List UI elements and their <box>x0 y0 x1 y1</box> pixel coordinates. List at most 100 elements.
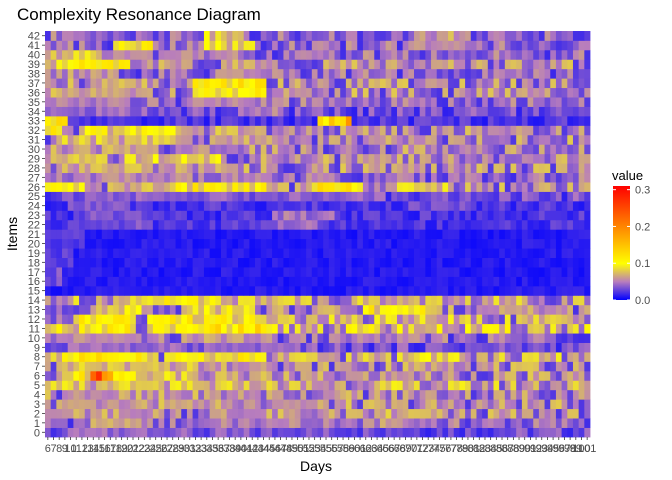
heat-cell <box>436 323 443 334</box>
heat-cell <box>504 361 511 372</box>
heat-cell <box>317 144 324 155</box>
heat-cell <box>124 295 131 306</box>
heat-cell <box>90 219 97 230</box>
heat-cell <box>357 134 364 145</box>
heat-cell <box>164 257 171 268</box>
heat-cell <box>45 59 52 70</box>
heat-cell <box>300 191 307 202</box>
heat-cell <box>124 370 131 381</box>
heat-cell <box>186 125 194 136</box>
heat-cell <box>249 238 256 249</box>
heat-cell <box>340 49 347 60</box>
heat-cell <box>135 295 142 306</box>
heat-cell <box>317 134 324 145</box>
heat-cell <box>186 229 194 240</box>
heat-cell <box>90 333 97 343</box>
heat-cell <box>499 248 506 258</box>
heat-cell <box>277 134 284 145</box>
heat-cell <box>357 78 364 89</box>
heat-cell <box>175 229 182 240</box>
heat-cell <box>56 342 63 353</box>
heat-cell <box>62 144 69 155</box>
heat-cell <box>572 106 580 117</box>
heat-cell <box>476 182 483 192</box>
heat-cell <box>487 163 494 174</box>
heat-cell <box>379 408 387 419</box>
heat-cell <box>476 408 483 419</box>
heat-cell <box>141 229 148 240</box>
x-tick-label: 6 <box>45 443 51 455</box>
heat-cell <box>238 78 245 89</box>
heat-cell <box>306 352 313 362</box>
heat-cell <box>482 134 489 145</box>
heat-cell <box>357 323 364 334</box>
heat-cell <box>470 115 477 126</box>
heat-cell <box>101 427 108 438</box>
heat-cell <box>351 295 358 306</box>
heat-cell <box>124 267 131 277</box>
heat-cell <box>567 285 574 296</box>
heat-cell <box>499 370 506 381</box>
heat-cell <box>555 31 563 41</box>
heat-cell <box>555 134 563 145</box>
heat-cell <box>385 370 392 381</box>
heat-cell <box>499 276 506 287</box>
heat-cell <box>215 276 222 287</box>
heat-cell <box>50 229 57 240</box>
heat-cell <box>379 59 387 70</box>
heat-cell <box>584 106 591 117</box>
heat-cell <box>306 153 313 164</box>
heat-cell <box>84 295 91 306</box>
heat-cell <box>192 144 199 155</box>
heat-cell <box>374 389 381 400</box>
heat-cell <box>152 257 159 268</box>
heat-cell <box>198 276 205 287</box>
heat-cell <box>493 380 500 391</box>
heat-cell <box>45 191 52 202</box>
heat-cell <box>459 210 466 221</box>
heat-cell <box>351 153 358 164</box>
heat-cell <box>379 31 387 41</box>
heat-cell <box>118 342 125 353</box>
heat-cell <box>345 389 352 400</box>
heat-cell <box>62 106 69 117</box>
heat-cell <box>243 163 250 174</box>
heat-cell <box>385 380 392 391</box>
heat-cell <box>107 333 114 343</box>
heat-cell <box>487 49 494 60</box>
heat-cell <box>493 219 500 230</box>
heat-cell <box>499 333 506 343</box>
heat-cell <box>487 389 494 400</box>
heat-cell <box>101 97 108 107</box>
heat-cell <box>141 389 148 400</box>
heat-cell <box>317 427 324 438</box>
heat-cell <box>465 68 472 79</box>
heat-cell <box>436 134 443 145</box>
heat-cell <box>50 153 57 164</box>
heat-cell <box>584 229 591 240</box>
heat-cell <box>45 238 52 249</box>
heat-cell <box>550 87 557 98</box>
heat-cell <box>220 370 228 381</box>
heat-cell <box>323 153 330 164</box>
heat-cell <box>289 370 296 381</box>
y-tick-label: 8 <box>34 352 40 364</box>
heat-cell <box>476 418 483 428</box>
heat-cell <box>431 323 438 334</box>
heat-cell <box>499 49 506 60</box>
heat-cell <box>90 40 97 51</box>
heat-cell <box>141 49 148 60</box>
x-tick-label: 41 <box>240 443 252 455</box>
heat-cell <box>209 314 216 325</box>
heat-cell <box>584 248 591 258</box>
heat-cell <box>289 115 296 126</box>
heat-cell <box>232 115 239 126</box>
heat-cell <box>147 49 154 60</box>
heat-cell <box>90 389 97 400</box>
heat-cell <box>533 389 540 400</box>
heat-cell <box>283 229 290 240</box>
heat-cell <box>510 408 517 419</box>
heat-cell <box>147 210 154 221</box>
heat-cell <box>220 389 228 400</box>
heat-cell <box>113 389 120 400</box>
